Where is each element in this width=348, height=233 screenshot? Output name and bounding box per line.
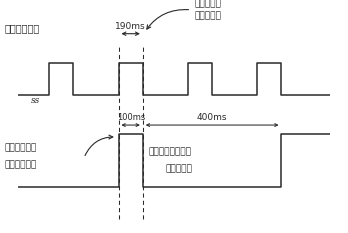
Text: 400ms: 400ms bbox=[197, 113, 227, 122]
Text: 190ms: 190ms bbox=[115, 21, 146, 31]
Text: 地图数据组织: 地图数据组织 bbox=[4, 161, 37, 170]
Text: 连续移动命: 连续移动命 bbox=[195, 0, 222, 9]
Text: 令时间间隔: 令时间间隔 bbox=[195, 11, 222, 21]
Text: 移动命令时序: 移动命令时序 bbox=[4, 23, 39, 33]
Text: 100ms: 100ms bbox=[117, 113, 145, 122]
Text: 虚拟屏幕上的: 虚拟屏幕上的 bbox=[4, 144, 37, 153]
Text: 虚拟屏幕图象拷贝: 虚拟屏幕图象拷贝 bbox=[148, 147, 191, 157]
Text: 到显示内存: 到显示内存 bbox=[165, 165, 192, 174]
Text: ss: ss bbox=[31, 96, 40, 105]
